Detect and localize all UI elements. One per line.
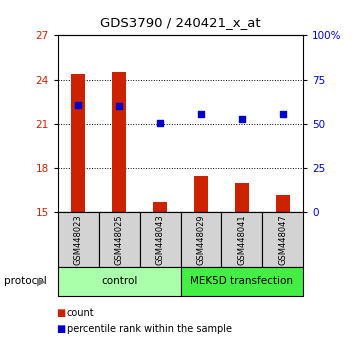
Bar	[180, 212, 221, 267]
Text: GSM448043: GSM448043	[156, 215, 165, 265]
Bar	[58, 212, 99, 267]
Bar	[262, 212, 303, 267]
Text: percentile rank within the sample: percentile rank within the sample	[67, 324, 232, 334]
Point	[239, 116, 245, 121]
Text: control: control	[101, 276, 137, 286]
Bar	[58, 267, 180, 296]
Bar	[235, 183, 249, 212]
Text: protocol: protocol	[4, 276, 46, 286]
Bar	[99, 212, 140, 267]
Text: GSM448025: GSM448025	[115, 215, 123, 265]
Text: count: count	[67, 308, 95, 318]
Bar	[276, 195, 290, 212]
Point	[75, 102, 81, 108]
Text: ▶: ▶	[37, 276, 46, 286]
Bar	[180, 267, 303, 296]
Point	[116, 103, 122, 109]
Text: GSM448047: GSM448047	[278, 215, 287, 265]
Text: GSM448041: GSM448041	[238, 215, 246, 265]
Text: MEK5D transfection: MEK5D transfection	[190, 276, 293, 286]
Bar	[153, 202, 167, 212]
Bar	[71, 74, 85, 212]
Text: GDS3790 / 240421_x_at: GDS3790 / 240421_x_at	[100, 16, 261, 29]
Text: ■: ■	[56, 324, 65, 334]
Text: GSM448029: GSM448029	[196, 215, 205, 265]
Point	[157, 120, 163, 126]
Bar	[194, 176, 208, 212]
Point	[198, 112, 204, 117]
Text: GSM448023: GSM448023	[74, 215, 83, 265]
Bar	[140, 212, 180, 267]
Text: ■: ■	[56, 308, 65, 318]
Bar	[221, 212, 262, 267]
Bar	[112, 72, 126, 212]
Point	[280, 112, 286, 117]
